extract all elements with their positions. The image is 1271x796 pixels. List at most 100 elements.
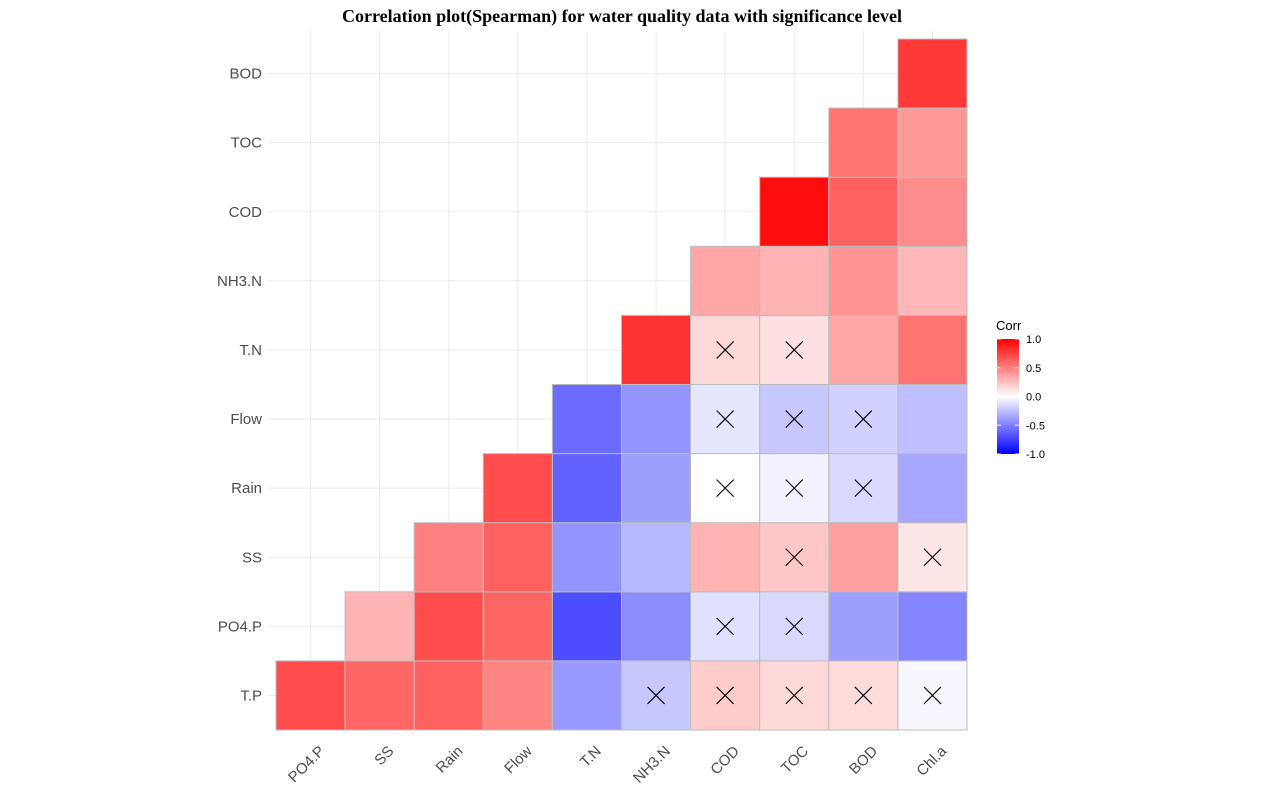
nonsignificant-x-icon: [716, 617, 735, 636]
y-axis: T.P PO4.P SS Rain Flow T.N NH3.N COD TOC BOD: [217, 66, 262, 705]
x-mark-stroke: [647, 686, 665, 705]
legend-tick-label: 1.0: [1026, 334, 1041, 346]
x-tick-label: Rain: [433, 743, 467, 777]
color-legend: Corr 1.0 0.5 0.0 -0.5 -1.0: [996, 318, 1045, 461]
x-tick-label: NH3.N: [630, 743, 674, 787]
nonsignificant-x-icon: [785, 410, 804, 428]
tile-Flow-T.P: [482, 660, 553, 731]
tile-BOD-PO4.P: [828, 591, 899, 662]
x-tick-label: Flow: [501, 743, 536, 778]
y-tick-label: BOD: [229, 66, 262, 83]
x-mark-stroke: [785, 341, 804, 359]
tile-SS-PO4.P: [344, 591, 415, 662]
tile-NH3.N-T.N: [621, 314, 692, 385]
x-mark-stroke: [785, 410, 804, 428]
tile-BOD-COD: [828, 176, 899, 247]
legend-ticks: 1.0 0.5 0.0 -0.5 -1.0: [997, 334, 1045, 461]
nonsignificant-x-icon: [716, 410, 735, 428]
x-mark-stroke: [716, 410, 735, 428]
heatmap-tiles: [275, 38, 968, 731]
tile-T.N-Rain: [551, 453, 623, 524]
nonsignificant-x-icon: [854, 410, 873, 428]
tile-T.N-Flow: [551, 384, 623, 455]
x-tick-label: Chl.a: [913, 742, 950, 779]
tile-Rain-T.P: [413, 660, 484, 731]
tile-PO4.P-T.P: [275, 660, 346, 731]
legend-tick-label: 0.0: [1026, 392, 1041, 404]
y-tick-label: NH3.N: [217, 273, 262, 290]
tile-Chl.a-NH3.N: [897, 245, 968, 316]
y-tick-label: TOC: [231, 135, 263, 152]
nonsignificant-x-icon: [716, 479, 735, 498]
tile-Rain-PO4.P: [413, 591, 484, 662]
nonsignificant-x-icon: [854, 686, 873, 705]
legend-tick-label: -0.5: [1026, 420, 1045, 432]
tile-T.N-T.P: [551, 660, 623, 731]
y-tick-label: T.P: [240, 687, 262, 704]
x-mark-stroke: [716, 479, 735, 498]
tile-T.N-SS: [551, 522, 623, 593]
nonsignificant-x-icon: [923, 548, 942, 567]
x-mark-stroke: [785, 548, 804, 567]
nonsignificant-x-icon: [785, 686, 804, 705]
y-tick-label: Flow: [230, 411, 262, 428]
tile-Flow-SS: [482, 522, 553, 593]
x-mark-stroke: [716, 341, 735, 359]
nonsignificant-x-icon: [923, 686, 942, 705]
x-mark-stroke: [716, 686, 735, 705]
tile-Flow-Rain: [482, 453, 553, 524]
tile-Rain-SS: [413, 522, 484, 593]
nonsignificant-x-icon: [854, 479, 873, 498]
x-mark-stroke: [923, 548, 942, 567]
legend-tick-label: 0.5: [1026, 363, 1041, 375]
nonsignificant-x-icon: [785, 479, 804, 498]
x-axis: PO4.P SS Rain Flow T.N NH3.N COD TOC BOD Chl.a: [285, 742, 951, 786]
x-mark-stroke: [854, 410, 873, 428]
nonsignificant-x-icon: [785, 341, 804, 359]
tile-BOD-SS: [828, 522, 899, 593]
x-mark-stroke: [785, 686, 804, 705]
y-tick-label: Rain: [231, 480, 262, 497]
chart-title: Correlation plot(Spearman) for water qua…: [342, 6, 902, 27]
tile-TOC-COD: [759, 176, 830, 247]
nonsignificant-x-icon: [716, 341, 735, 359]
tile-Chl.a-Rain: [897, 453, 968, 524]
legend-tick-label: -1.0: [1026, 449, 1045, 461]
y-tick-label: T.N: [240, 342, 263, 359]
tile-Flow-PO4.P: [482, 591, 553, 662]
x-mark-stroke: [716, 617, 735, 636]
x-mark-stroke: [854, 479, 873, 498]
x-tick-label: PO4.P: [285, 743, 328, 786]
y-tick-label: PO4.P: [218, 618, 262, 635]
tile-NH3.N-Rain: [621, 453, 692, 524]
tile-Chl.a-COD: [897, 176, 968, 247]
x-tick-label: BOD: [846, 743, 881, 778]
legend-colorbar: [997, 339, 1019, 454]
tile-TOC-NH3.N: [759, 245, 830, 316]
tile-BOD-T.N: [828, 314, 899, 385]
y-tick-label: COD: [229, 204, 263, 221]
x-tick-label: SS: [371, 743, 397, 769]
tile-Chl.a-T.N: [897, 314, 968, 385]
y-tick-label: SS: [242, 549, 262, 566]
tile-Chl.a-BOD: [897, 38, 968, 109]
x-mark-stroke: [785, 617, 804, 636]
nonsignificant-x-icon: [716, 686, 735, 705]
x-tick-label: T.N: [577, 743, 605, 771]
x-mark-stroke: [854, 686, 873, 705]
tile-BOD-NH3.N: [828, 245, 899, 316]
tile-NH3.N-PO4.P: [621, 591, 692, 662]
tile-Chl.a-Flow: [897, 384, 968, 455]
significance-marks: [647, 341, 942, 705]
tile-Chl.a-PO4.P: [897, 591, 968, 662]
tile-NH3.N-Flow: [621, 384, 692, 455]
x-mark-stroke: [785, 479, 804, 498]
nonsignificant-x-icon: [785, 548, 804, 567]
tile-COD-NH3.N: [690, 245, 761, 316]
tile-COD-SS: [690, 522, 761, 593]
tile-BOD-TOC: [828, 107, 899, 178]
tile-SS-T.P: [344, 660, 415, 731]
x-tick-label: TOC: [778, 743, 812, 777]
tile-Chl.a-TOC: [897, 107, 968, 178]
